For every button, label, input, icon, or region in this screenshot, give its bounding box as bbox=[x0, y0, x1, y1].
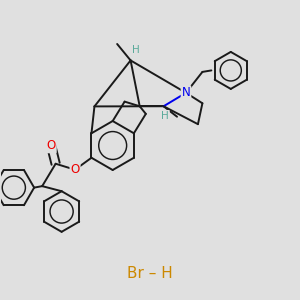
Text: H: H bbox=[161, 111, 169, 121]
Text: O: O bbox=[70, 163, 80, 176]
Text: Br – H: Br – H bbox=[127, 266, 173, 281]
Text: N: N bbox=[182, 86, 190, 99]
Text: H: H bbox=[132, 45, 140, 55]
Text: O: O bbox=[46, 139, 56, 152]
